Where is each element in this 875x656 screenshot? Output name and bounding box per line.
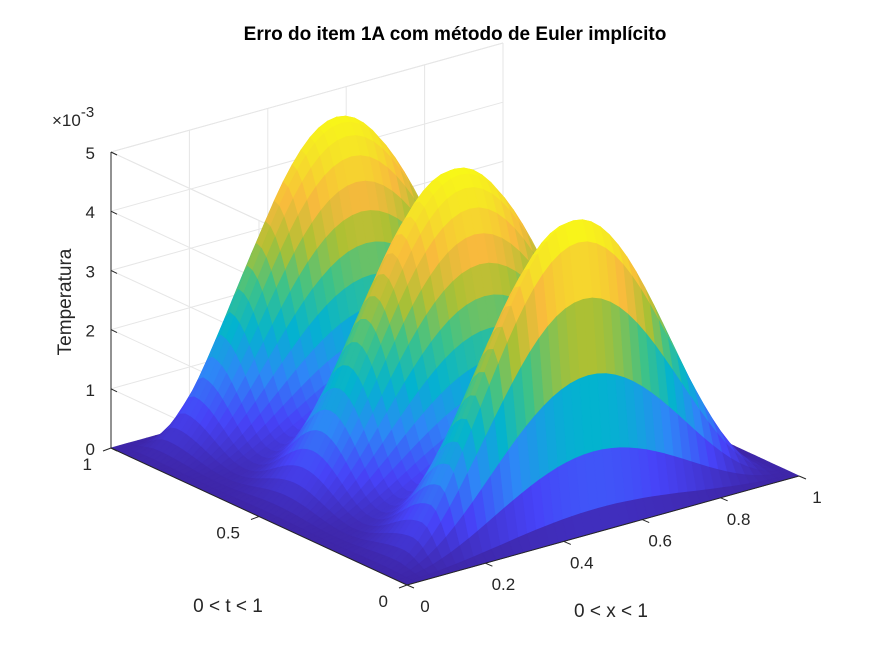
y-tick-label: 0.5 <box>216 524 240 543</box>
surface <box>110 115 800 586</box>
y-tick-label: 0 <box>379 592 388 611</box>
y-axis-label: 0 < t < 1 <box>193 596 263 617</box>
y-tick-label: 1 <box>83 455 92 474</box>
x-tick <box>485 562 493 567</box>
z-tick <box>110 269 118 274</box>
y-tick <box>398 584 408 589</box>
z-exponent-base: ×10 <box>52 111 81 130</box>
z-tick-label: 4 <box>86 203 95 222</box>
z-exponent-power: -3 <box>81 104 94 121</box>
x-tick-label: 0 <box>420 597 429 616</box>
z-tick-label: 2 <box>86 322 95 341</box>
x-tick <box>798 475 807 480</box>
z-tick <box>110 388 118 393</box>
x-tick <box>720 497 728 502</box>
x-tick <box>406 584 415 589</box>
z-axis-label: Temperatura <box>55 248 76 355</box>
z-tick-label: 3 <box>86 262 95 281</box>
z-tick <box>110 329 118 334</box>
z-tick-label: 5 <box>86 144 95 163</box>
x-tick-label: 0.4 <box>570 553 594 572</box>
x-tick <box>642 519 650 524</box>
x-tick-label: 0.6 <box>648 532 672 551</box>
x-tick-label: 0.2 <box>492 575 516 594</box>
z-tick-label: 1 <box>86 381 95 400</box>
z-tick <box>110 151 118 156</box>
z-tick <box>110 447 118 452</box>
y-tick <box>250 516 260 520</box>
chart-title: Erro do item 1A com método de Euler impl… <box>244 24 667 45</box>
z-tick-label: 0 <box>86 440 95 459</box>
y-tick <box>102 447 112 452</box>
x-axis-label: 0 < x < 1 <box>574 601 648 622</box>
x-tick-label: 1 <box>812 488 821 507</box>
z-exponent-label: ×10-3 <box>52 104 94 130</box>
x-tick <box>563 540 571 545</box>
z-tick <box>110 210 118 215</box>
x-tick-label: 0.8 <box>727 510 751 529</box>
x-axis-line <box>406 475 800 586</box>
box-edge <box>110 42 504 153</box>
